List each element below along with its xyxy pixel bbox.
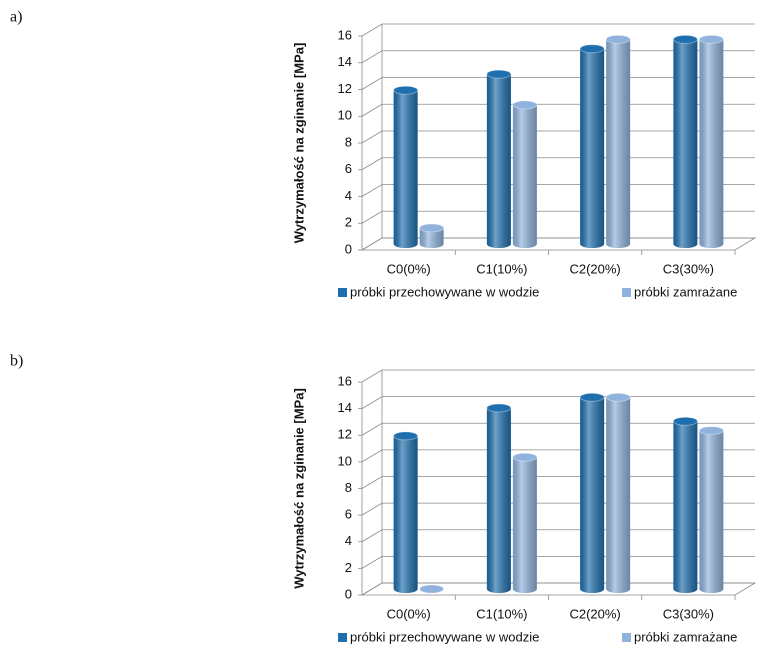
bar-shine (512, 104, 537, 249)
grid-line (361, 237, 755, 251)
bar-shine (393, 435, 418, 593)
bar-top (419, 584, 445, 594)
bar-shine (606, 397, 631, 593)
bar-top (605, 34, 631, 44)
legend-label: próbki przechowywane w wodzie (350, 284, 539, 299)
grid-line (361, 476, 755, 489)
bar-top (698, 34, 724, 44)
x-tick-label: C2(20%) (569, 606, 620, 621)
bar-shine (393, 90, 418, 248)
panel-label: b) (10, 353, 23, 370)
grid-line (361, 529, 755, 543)
grid-line (361, 130, 755, 144)
y-tick-label: 6 (345, 507, 352, 522)
y-tick-label: 16 (338, 27, 352, 42)
y-tick-label: 14 (338, 400, 352, 415)
bar-shine (699, 430, 724, 593)
legend-swatch (622, 288, 631, 297)
y-tick-label: 8 (345, 134, 352, 149)
bar-shine (673, 421, 698, 593)
bar-top (579, 392, 605, 402)
grid-line (361, 157, 755, 171)
bar-top (419, 223, 445, 233)
y-axis-label: Wytrzymałość na zginanie [MPa] (291, 43, 306, 244)
y-axis-label: Wytrzymałość na zginanie [MPa] (291, 388, 306, 589)
y-tick-label: 0 (345, 241, 352, 256)
grid-line (361, 396, 755, 409)
bar-top (672, 34, 698, 44)
y-tick-label: 0 (345, 586, 352, 601)
y-tick-label: 12 (338, 81, 352, 96)
y-tick-label: 8 (345, 480, 352, 495)
y-tick-label: 12 (338, 427, 352, 442)
y-tick-label: 4 (345, 533, 352, 548)
x-tick-label: C0(0%) (387, 261, 431, 276)
x-tick-label: C2(20%) (569, 261, 620, 276)
grid-line (361, 184, 755, 197)
bar-top (393, 431, 419, 441)
y-tick-label: 14 (338, 54, 352, 69)
x-tick-label: C3(30%) (663, 606, 714, 621)
y-tick-label: 10 (338, 108, 352, 123)
legend-swatch (622, 633, 631, 642)
bar-shine (486, 74, 511, 248)
grid-line (361, 210, 755, 224)
bar-top (605, 392, 631, 402)
panel-label: a) (10, 9, 22, 26)
legend-swatch (338, 633, 347, 642)
y-tick-label: 10 (338, 453, 352, 468)
bar-top (698, 426, 724, 436)
grid-line (361, 103, 755, 117)
bar-top (512, 100, 538, 110)
y-tick-label: 2 (345, 560, 352, 575)
grid-line (361, 449, 755, 463)
bar-top (672, 416, 698, 426)
bar-shine (580, 48, 605, 248)
grid-line (361, 369, 755, 383)
legend-label: próbki przechowywane w wodzie (350, 629, 539, 644)
bar-shine (699, 39, 724, 248)
y-tick-label: 6 (345, 161, 352, 176)
bar-top (393, 85, 419, 95)
bar-shine (606, 39, 631, 248)
bar-shine (512, 457, 537, 593)
legend-swatch (338, 288, 347, 297)
x-tick-label: C1(10%) (476, 261, 527, 276)
grid-line (361, 582, 755, 596)
bar-top (512, 452, 538, 462)
bar-top (579, 44, 605, 54)
bar-shine (419, 227, 444, 248)
legend-label: próbki zamrażane (634, 284, 737, 299)
x-tick-label: C3(30%) (663, 261, 714, 276)
grid-line (361, 50, 755, 64)
bar-top (486, 403, 512, 413)
y-tick-label: 4 (345, 188, 352, 203)
grid-line (361, 77, 755, 90)
bar-top (486, 69, 512, 79)
x-tick-label: C1(10%) (476, 606, 527, 621)
bar-shine (673, 39, 698, 248)
y-tick-label: 2 (345, 215, 352, 230)
legend-label: próbki zamrażane (634, 629, 737, 644)
grid-line (361, 502, 755, 516)
y-tick-label: 16 (338, 373, 352, 388)
grid-line (361, 555, 755, 569)
bar-shine (486, 407, 511, 593)
x-tick-label: C0(0%) (387, 606, 431, 621)
grid-line (361, 23, 755, 37)
grid-line (361, 422, 755, 436)
bar-shine (580, 397, 605, 593)
